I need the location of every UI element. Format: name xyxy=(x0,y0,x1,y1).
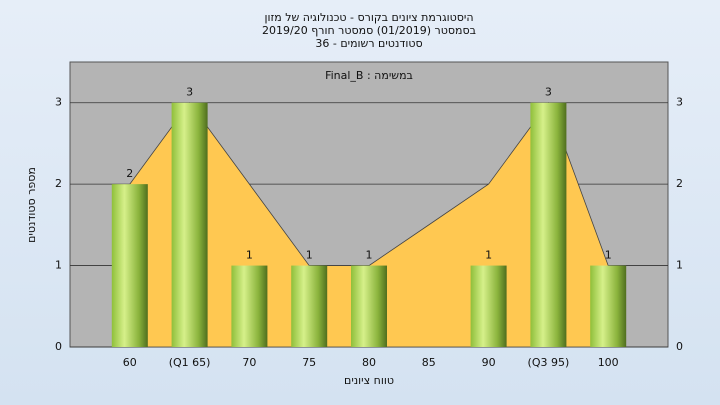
data-label: 1 xyxy=(306,249,313,262)
y2-tick-label: 1 xyxy=(676,259,683,272)
data-label: 1 xyxy=(246,249,253,262)
data-label: 1 xyxy=(605,249,612,262)
x-tick-label: 100 xyxy=(598,356,619,369)
y2-tick-label: 2 xyxy=(676,177,683,190)
x-tick-label: (Q1 65) xyxy=(169,356,211,369)
data-label: 1 xyxy=(485,249,492,262)
bar xyxy=(590,265,627,347)
x-tick-label: 60 xyxy=(123,356,137,369)
bar xyxy=(470,265,507,347)
y2-tick-label: 3 xyxy=(676,96,683,109)
y-tick-label: 0 xyxy=(55,340,62,353)
bar xyxy=(291,265,328,347)
y-tick-label: 3 xyxy=(55,96,62,109)
annotation: Final_B : במשימה xyxy=(325,69,413,82)
data-label: 3 xyxy=(545,86,552,99)
y-tick-label: 1 xyxy=(55,259,62,272)
bar xyxy=(111,184,148,347)
bar xyxy=(351,265,387,347)
chart-subtitle: בסמסטר (01/2019) סמסטר חורף 2019/20 xyxy=(262,24,476,37)
chart-subtitle: סטודנטים רשומים - 36 xyxy=(315,37,422,50)
y-axis-label: מספר סטודנטים xyxy=(25,167,38,243)
x-tick-label: 90 xyxy=(482,356,496,369)
x-axis-label: טווח ציונים xyxy=(344,374,394,387)
chart-title: היסטוגרמת ציונים בקורס - טכנולוגיה של מז… xyxy=(264,11,473,24)
y-tick-label: 2 xyxy=(55,177,62,190)
x-tick-label: 75 xyxy=(302,356,316,369)
x-tick-label: 85 xyxy=(422,356,436,369)
data-label: 3 xyxy=(186,86,193,99)
bar xyxy=(171,102,208,347)
bar xyxy=(231,265,268,347)
data-label: 1 xyxy=(366,249,373,262)
bar xyxy=(530,102,567,347)
data-label: 2 xyxy=(126,167,133,180)
y2-tick-label: 0 xyxy=(676,340,683,353)
x-tick-label: (Q3 95) xyxy=(528,356,570,369)
x-tick-label: 70 xyxy=(242,356,256,369)
x-tick-label: 80 xyxy=(362,356,376,369)
